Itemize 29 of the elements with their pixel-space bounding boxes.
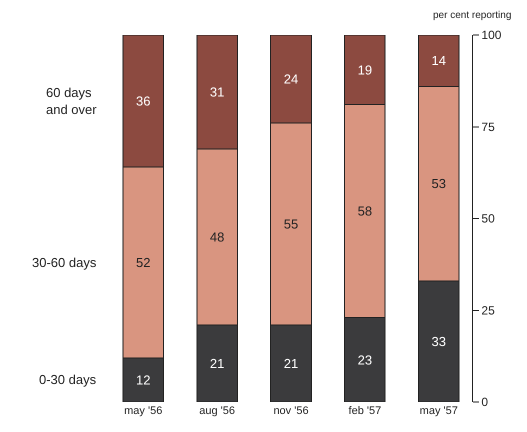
data-label: 23 [358, 352, 372, 368]
text: 0-30 days [39, 372, 97, 387]
data-label: 55 [284, 216, 298, 232]
y-tick-label: 25 [481, 303, 496, 318]
x-tick-label: feb '57 [348, 405, 382, 417]
data-label: 31 [210, 84, 224, 100]
data-label: 53 [432, 176, 446, 192]
data-label: 21 [210, 356, 224, 371]
data-label: 36 [136, 94, 150, 109]
data-label: 21 [284, 356, 298, 371]
x-tick-label: nov '56 [273, 405, 309, 417]
data-label: 14 [432, 53, 446, 68]
data-label: 19 [358, 62, 372, 78]
data-label: 48 [210, 229, 224, 244]
y-axis-title: per cent reporting [433, 10, 512, 21]
x-tick-label: aug '56 [199, 405, 235, 417]
y-tick-label: 50 [481, 212, 496, 226]
data-label: 58 [358, 204, 372, 219]
y-tick-label: 0 [481, 395, 488, 410]
y-tick-label: 100 [481, 28, 502, 42]
data-label: 33 [432, 334, 446, 349]
x-tick-label: may '57 [420, 405, 458, 417]
data-label: 24 [284, 72, 298, 87]
data-label: 52 [136, 255, 150, 270]
y-tick-label: 75 [481, 120, 496, 134]
x-tick-label: may '56 [124, 405, 162, 417]
text: 60 days and over [46, 85, 98, 117]
text: 30-60 days [32, 255, 97, 270]
data-label: 12 [136, 372, 150, 388]
